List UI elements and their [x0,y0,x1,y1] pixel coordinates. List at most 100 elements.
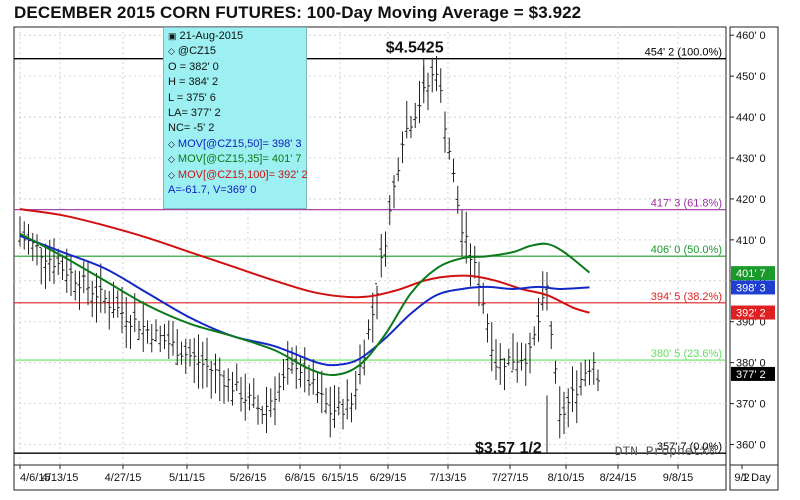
price-bar [77,271,82,310]
price-bar [455,185,460,214]
price-bar [528,332,532,374]
price-bar [107,291,112,330]
price-bar [175,329,180,366]
fib-level-label: 454' 2 (100.0%) [645,47,722,59]
info-date: 21-Aug-2015 [179,30,244,42]
price-bar [553,360,558,384]
price-bar [243,373,248,421]
price-badge-bg [731,280,775,295]
price-bar [523,343,528,386]
price-bar [464,211,469,264]
price-bar [583,359,588,387]
price-bar [536,297,541,342]
moving-average-line [19,208,590,314]
moving-average-line [19,234,590,367]
price-bar [111,281,116,318]
moving-average-line [19,232,591,377]
price-bar [145,320,150,344]
y-tick-label: 410' 0 [736,235,766,247]
price-bar [353,370,358,410]
quote-info-box[interactable]: ▣ 21-Aug-2015 ◇ @CZ15 O = 382' 0 H = 384' … [163,27,308,209]
info-open: O = 382' 0 [168,60,219,73]
fib-level-label: 406' 0 (50.0%) [651,244,722,256]
price-bar [311,359,316,395]
x-tick-label: 6/8/15 [285,472,316,484]
window-icon[interactable]: ▣ [168,31,177,41]
price-bar [591,352,596,385]
price-bar [409,115,413,139]
y-tick-label: 430' 0 [736,153,766,165]
price-bar [43,243,48,289]
price-badge: 401' 7 [731,266,775,281]
price-bar [413,102,418,129]
price-bar [519,342,524,371]
price-bar [239,376,243,412]
fib-level-label: 357' 7 (0.0%) [657,441,722,453]
fibonacci-levels: 454' 2 (100.0%) 417' 3 (61.8%) 406' 0 (50.… [14,47,726,454]
price-bar [540,271,545,311]
info-mov35: MOV[@CZ15,35]= 401' 7 [177,153,302,166]
y-tick-label: 360' 0 [736,440,766,452]
price-bar [69,255,73,297]
x-tick-label: 9/2 [734,472,749,484]
price-bar [35,234,39,266]
y-tick-label: 450' 0 [736,71,766,83]
price-bar [336,386,341,416]
price-bar [230,371,235,406]
price-bar [298,357,303,388]
price-bar [468,243,473,287]
price-bar [192,337,197,384]
price-bar [434,56,439,92]
price-bar [264,386,269,433]
y-tick-label: 420' 0 [736,194,766,206]
price-bar [94,272,99,323]
price-bar [285,341,290,385]
price-bar [332,385,337,429]
price-bar [251,378,256,408]
plot-area [13,26,727,466]
price-bar [324,387,328,414]
price-bar [213,353,218,394]
x-tick-label: 9/8/15 [663,472,694,484]
price-bar [260,405,265,424]
price-bar [158,325,163,353]
price-bar [451,158,456,183]
info-av: A=-61.7, V=369' 0 [168,184,257,197]
price-bar [498,343,503,385]
price-bar [345,379,350,420]
price-badge: 398' 3 [731,280,775,295]
price-bar [319,370,324,414]
x-tick-label: 5/11/15 [169,472,205,484]
price-bar [179,341,184,365]
price-bar [443,111,447,153]
price-bar [196,334,201,389]
interval-panel [729,464,779,491]
y-tick-label: 370' 0 [736,399,766,411]
price-bar [137,320,141,341]
price-bar [515,342,520,383]
price-bar [494,339,498,381]
x-tick-label: 6/15/15 [322,472,359,484]
price-badge-label: 392' 2 [736,308,766,320]
info-low: L = 375' 6 [168,91,216,104]
price-bar [132,293,137,332]
x-tick-label: 8/24/15 [600,472,637,484]
price-bar [430,57,435,93]
price-bar [226,368,231,402]
price-bar [128,314,133,349]
price-bar [587,359,592,385]
price-bar [124,297,129,349]
price-bar [166,320,171,359]
price-bar [294,345,299,389]
x-tick-label: 6/29/15 [370,472,407,484]
price-bar [596,369,600,392]
price-bar [171,320,175,356]
price-bar [426,72,430,111]
diamond-icon: ◇ [168,154,175,165]
y-tick-label: 440' 0 [736,112,766,124]
x-tick-label: 8/10/15 [548,472,585,484]
price-badge-bg [731,266,775,281]
x-tick-label: 4/13/15 [42,472,79,484]
